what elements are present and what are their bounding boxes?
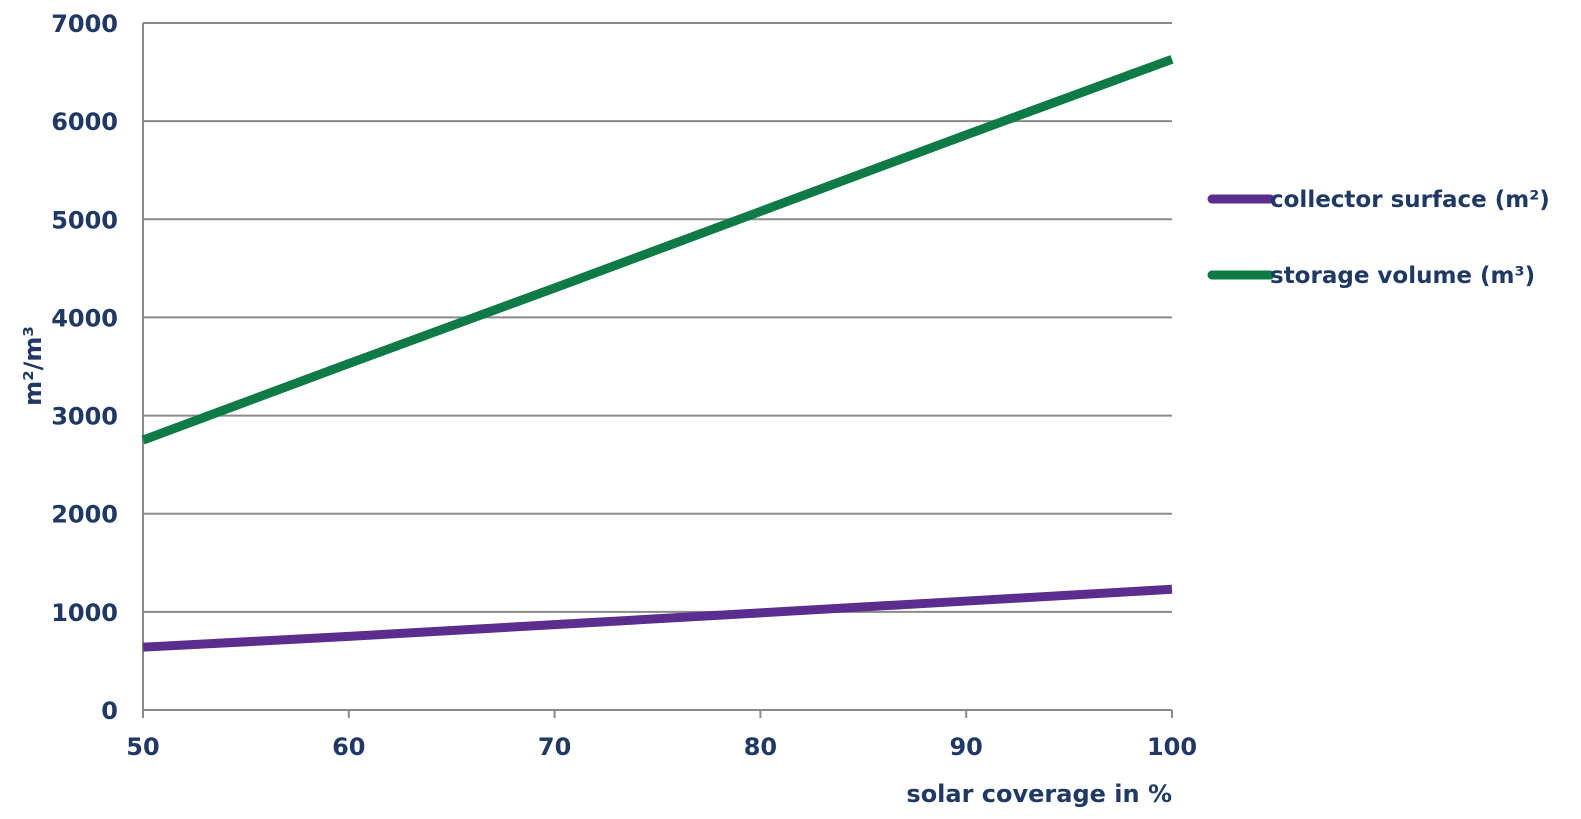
y-tick-label: 6000 [51, 108, 118, 136]
legend-label: collector surface (m²) [1270, 187, 1550, 213]
x-tick-label: 90 [949, 733, 982, 761]
x-tick-label: 100 [1147, 733, 1197, 761]
y-tick-label: 3000 [51, 403, 118, 431]
series-line-storage-volume [141, 55, 1174, 445]
axes [142, 23, 1172, 711]
y-axis-title: m²/m³ [19, 326, 47, 406]
x-tick-label: 80 [744, 733, 777, 761]
x-tick-labels: 50 60 70 80 90 100 [126, 710, 1197, 761]
x-tick-label: 60 [332, 733, 365, 761]
series-line-collector-surface [142, 584, 1173, 652]
y-tick-label: 2000 [51, 501, 118, 529]
legend: collector surface (m²) storage volume (m³… [1207, 187, 1550, 289]
y-tick-label: 7000 [51, 10, 118, 38]
series-lines [141, 55, 1174, 652]
x-tick-label: 50 [126, 733, 159, 761]
grid-lines [143, 22, 1172, 613]
x-axis-title: solar coverage in % [906, 780, 1172, 808]
legend-label: storage volume (m³) [1270, 263, 1535, 289]
y-tick-label: 1000 [51, 599, 118, 627]
y-tick-labels: 0 1000 2000 3000 4000 5000 6000 7000 [51, 10, 118, 725]
y-tick-label: 4000 [51, 304, 118, 332]
y-tick-label: 5000 [51, 206, 118, 234]
x-tick-label: 70 [538, 733, 571, 761]
y-tick-label: 0 [101, 697, 118, 725]
